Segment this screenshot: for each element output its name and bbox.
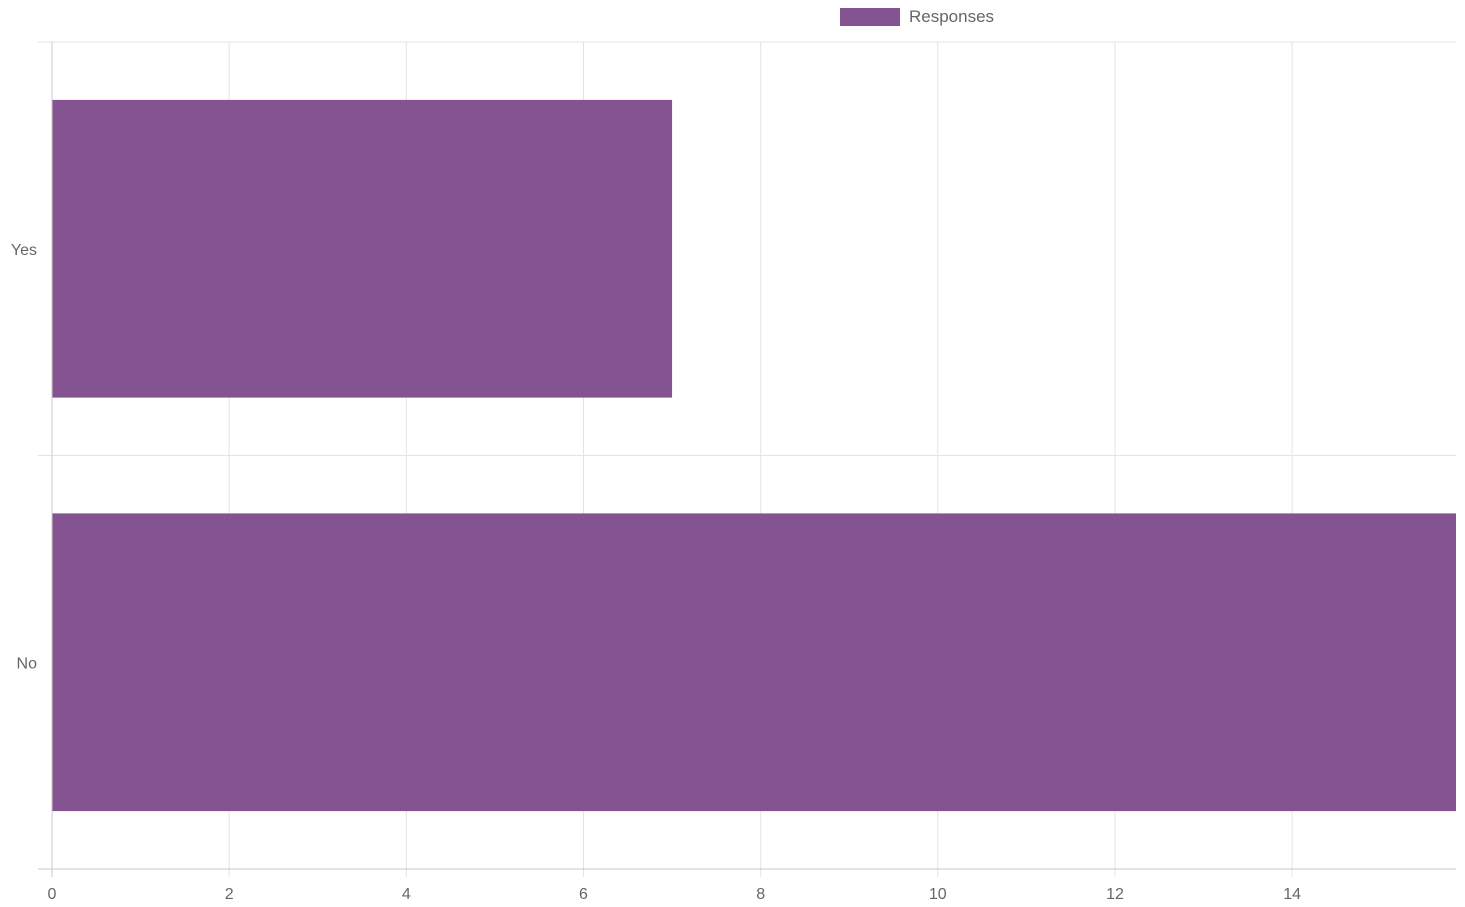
x-tick-label: 0 bbox=[48, 886, 57, 903]
y-tick-label: No bbox=[17, 655, 38, 672]
x-tick-label: 8 bbox=[756, 886, 765, 903]
tick-labels: 0 2 4 6 8 10 12 14 Yes No bbox=[11, 242, 1301, 903]
x-tick-label: 2 bbox=[225, 886, 234, 903]
x-tick-label: 6 bbox=[579, 886, 588, 903]
bar-yes bbox=[52, 99, 673, 398]
legend-label[interactable]: Responses bbox=[909, 7, 994, 26]
bars bbox=[52, 99, 1456, 812]
legend[interactable]: Responses bbox=[840, 7, 994, 26]
x-tick-label: 12 bbox=[1106, 886, 1124, 903]
x-tick-label: 10 bbox=[929, 886, 947, 903]
bar-no bbox=[52, 513, 1456, 812]
legend-swatch[interactable] bbox=[840, 8, 900, 26]
y-tick-label: Yes bbox=[11, 242, 37, 259]
x-tick-label: 14 bbox=[1283, 886, 1301, 903]
x-tick-label: 4 bbox=[402, 886, 411, 903]
